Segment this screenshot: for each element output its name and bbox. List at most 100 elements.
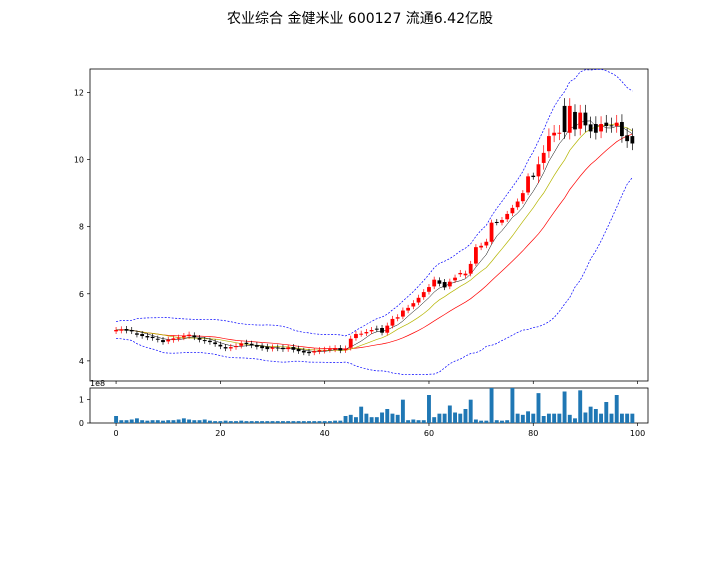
volume-bar bbox=[588, 406, 593, 423]
ma-short-line bbox=[116, 120, 633, 352]
volume-bar bbox=[213, 421, 218, 423]
volume-bar bbox=[541, 416, 546, 423]
volume-bar bbox=[218, 421, 223, 423]
candle-body bbox=[484, 241, 489, 246]
candle-body bbox=[171, 338, 176, 341]
candle-body bbox=[312, 351, 317, 353]
price-y-tick-label: 10 bbox=[74, 156, 84, 165]
candle-body bbox=[593, 124, 598, 133]
candle-body bbox=[479, 245, 484, 248]
candle-body bbox=[567, 105, 572, 133]
volume-bar bbox=[286, 421, 291, 423]
candle-body bbox=[432, 279, 437, 287]
candle-body bbox=[421, 292, 426, 298]
price-chart: 4 6 8 10 12 bbox=[74, 68, 649, 384]
volume-bar bbox=[515, 413, 520, 423]
candle-body bbox=[494, 221, 499, 223]
candle-body bbox=[176, 337, 181, 339]
candle-body bbox=[614, 122, 619, 127]
volume-bar bbox=[187, 419, 192, 423]
volume-bar bbox=[197, 420, 202, 423]
candle-body bbox=[583, 112, 588, 126]
volume-bar bbox=[599, 413, 604, 423]
volume-bar bbox=[114, 416, 119, 423]
candle-body bbox=[364, 332, 369, 334]
volume-bar bbox=[421, 420, 426, 423]
candle-body bbox=[145, 336, 150, 338]
candle-body bbox=[562, 105, 567, 133]
candle-body bbox=[458, 272, 463, 275]
volume-bar bbox=[411, 419, 416, 423]
volume-bar bbox=[536, 393, 541, 423]
candle-body bbox=[354, 334, 358, 339]
volume-bar bbox=[207, 420, 212, 423]
volume-bar bbox=[567, 414, 572, 423]
candle-body bbox=[181, 336, 186, 338]
volume-bar bbox=[447, 405, 452, 423]
volume-bar bbox=[327, 421, 332, 423]
volume-bar bbox=[119, 420, 124, 423]
volume-bar bbox=[494, 420, 499, 423]
volume-bar bbox=[489, 388, 494, 423]
volume-bar bbox=[463, 409, 468, 423]
x-tick-label: 80 bbox=[528, 429, 538, 438]
x-tick-label: 20 bbox=[215, 429, 225, 438]
volume-bar bbox=[604, 402, 609, 423]
volume-bar bbox=[275, 421, 280, 423]
candle-body bbox=[489, 222, 494, 242]
candle-body bbox=[286, 347, 291, 350]
candle-body bbox=[333, 348, 338, 350]
volume-bar bbox=[380, 412, 384, 423]
candle-body bbox=[140, 334, 145, 337]
candle-body bbox=[275, 347, 280, 349]
volume-bar bbox=[573, 418, 577, 423]
candle-body bbox=[395, 317, 400, 319]
volume-bar bbox=[614, 395, 619, 423]
candle-body bbox=[317, 350, 322, 352]
volume-bar bbox=[134, 418, 139, 423]
candle-body bbox=[218, 344, 223, 347]
volume-bar bbox=[442, 413, 447, 423]
volume-bar bbox=[369, 417, 374, 423]
volume-bar bbox=[427, 395, 431, 423]
x-tick-label: 0 bbox=[114, 429, 119, 438]
volume-bar bbox=[473, 419, 478, 423]
volume-bar bbox=[140, 420, 145, 423]
candle-body bbox=[197, 338, 202, 340]
candle-body bbox=[192, 335, 197, 338]
candle-body bbox=[625, 135, 630, 142]
candle-body bbox=[406, 307, 411, 311]
candle-body bbox=[338, 348, 343, 351]
candle-body bbox=[380, 327, 384, 333]
candle-body bbox=[536, 164, 541, 177]
volume-bar bbox=[124, 420, 129, 423]
volume-bar bbox=[453, 412, 457, 423]
candle-body bbox=[552, 132, 557, 136]
candle-body bbox=[369, 330, 374, 332]
volume-bar bbox=[625, 413, 630, 423]
candle-body bbox=[599, 124, 603, 132]
candle-body bbox=[234, 346, 238, 348]
volume-bar bbox=[260, 421, 265, 423]
volume-bar bbox=[202, 419, 207, 423]
candle-body bbox=[249, 343, 254, 346]
volume-bar bbox=[390, 413, 395, 423]
volume-bar bbox=[307, 421, 311, 423]
volume-bar bbox=[385, 409, 390, 423]
candle-body bbox=[411, 303, 416, 307]
candle-body bbox=[327, 348, 332, 350]
volume-bar bbox=[348, 414, 353, 423]
volume-bar bbox=[406, 420, 411, 423]
volume-bar bbox=[432, 417, 437, 423]
candle-body bbox=[129, 330, 134, 332]
volume-bar bbox=[484, 420, 489, 423]
candle-body bbox=[374, 328, 379, 330]
volume-bar bbox=[578, 390, 583, 423]
candle-body bbox=[187, 334, 191, 337]
volume-bar bbox=[505, 420, 510, 423]
candle-body bbox=[500, 219, 504, 223]
volume-y-tick-label: 1 bbox=[79, 396, 84, 405]
volume-bar bbox=[176, 419, 181, 423]
candle-body bbox=[150, 336, 155, 339]
candle-body bbox=[166, 339, 171, 342]
